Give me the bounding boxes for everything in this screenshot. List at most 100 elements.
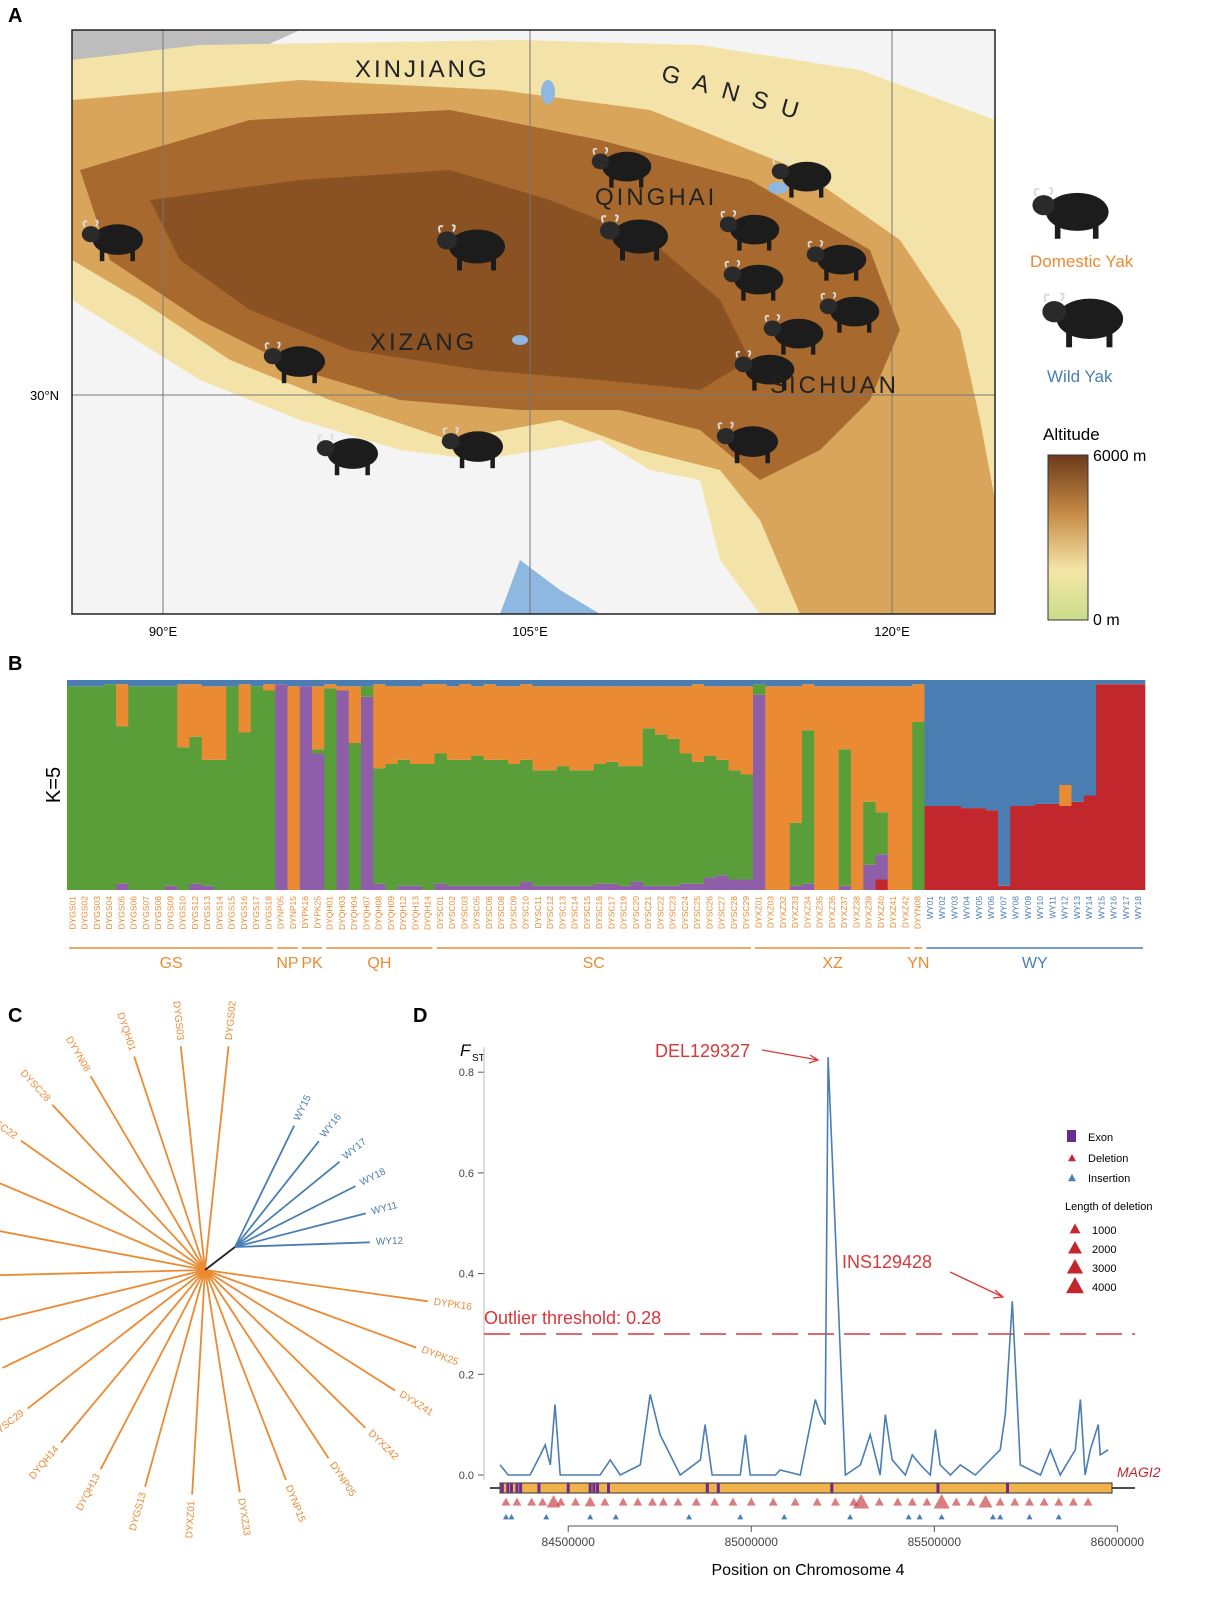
bar-segment [876, 880, 889, 891]
deletion [648, 1498, 657, 1506]
annotation-arrow [762, 1050, 818, 1063]
x-tick-label: DYSC29 [741, 896, 751, 929]
bar-segment [435, 684, 448, 753]
bar-segment [741, 680, 754, 686]
bar-segment [765, 686, 778, 890]
bar-segment [863, 680, 876, 686]
size-label: 1000 [1092, 1225, 1116, 1237]
bar-segment [116, 884, 129, 890]
bar-segment [373, 684, 386, 768]
bar-segment [104, 680, 117, 684]
bar-segment [153, 680, 166, 686]
deletion [875, 1498, 884, 1506]
bar-segment [1108, 684, 1121, 890]
x-tick-label: DYGS08 [153, 896, 163, 930]
bar-segment [716, 680, 729, 686]
insertion [1026, 1514, 1032, 1519]
bar-segment [520, 882, 533, 890]
bar-segment [814, 680, 827, 686]
x-tick-label: DYSC21 [643, 896, 653, 929]
gene-body [500, 1483, 1112, 1493]
x-tick-label: DYGS17 [251, 896, 261, 930]
bar-segment [937, 806, 950, 890]
x-tick-label: DYNP05 [276, 896, 286, 929]
deletion [934, 1494, 950, 1509]
insertion [939, 1514, 945, 1519]
x-tick-label: DYSC06 [484, 896, 494, 929]
x-tick-label: WY18 [1133, 896, 1143, 919]
x-tick-label: WY12 [1060, 896, 1070, 919]
bar-segment [1059, 806, 1072, 890]
deletion [692, 1498, 701, 1506]
x-tick-label: DYSC28 [729, 896, 739, 929]
bar-segment [692, 762, 705, 884]
bar-segment [533, 680, 546, 686]
bar-segment [582, 680, 595, 686]
x-tick-label: DYQH09 [386, 896, 396, 930]
bar-segment [900, 686, 913, 890]
bar-segment [925, 806, 938, 890]
legend-label: Deletion [1088, 1153, 1128, 1165]
x-tick-label: DYSC08 [496, 896, 506, 929]
bar-segment [226, 686, 239, 890]
bar-segment [827, 686, 840, 890]
bar-segment [631, 766, 644, 882]
bar-segment [655, 680, 668, 686]
bar-segment [631, 686, 644, 766]
bar-segment [361, 686, 374, 697]
figure: A XINJIANG GANSU QINGHAI XIZANG SICHUAN … [0, 0, 1215, 1608]
bar-segment [275, 680, 288, 684]
deletion [556, 1498, 565, 1506]
legend-key [1068, 1174, 1076, 1181]
bar-segment [263, 680, 276, 684]
panel-label: B [8, 653, 22, 675]
deletion [512, 1498, 521, 1506]
y-tick-label: 0.0 [459, 1470, 474, 1482]
bar-segment [667, 886, 680, 890]
threshold-label: Outlier threshold: 0.28 [484, 1308, 661, 1328]
bar-segment [67, 680, 80, 686]
bar-segment [741, 880, 754, 891]
exon [596, 1483, 599, 1493]
deletion [710, 1498, 719, 1506]
y-tick-label: 0.6 [459, 1168, 474, 1180]
x-tick-label: DYSC05 [472, 896, 482, 929]
x-tick-label: 84500000 [542, 1535, 596, 1549]
bar-segment [1133, 684, 1146, 890]
bar-segment [1059, 785, 1072, 806]
bar-segment [606, 680, 619, 686]
deletion [747, 1498, 756, 1506]
bar-segment [569, 770, 582, 886]
x-tick-label: DYQH04 [349, 896, 359, 930]
leaf-label: DYXZ33 [235, 1497, 252, 1536]
deletion [996, 1498, 1005, 1506]
tree-branch [2, 1270, 205, 1368]
deletion [893, 1498, 902, 1506]
bar-segment [165, 886, 178, 890]
bar-segment [949, 806, 962, 890]
y-tick-label: 0.8 [459, 1067, 474, 1079]
tree-branch [61, 1270, 205, 1443]
bar-segment [569, 886, 582, 890]
insertion [847, 1514, 853, 1519]
legend-title: Altitude [1043, 425, 1100, 444]
bar-segment [643, 728, 656, 886]
bar-segment [177, 680, 190, 684]
x-tick-label: DYPK25 [312, 896, 322, 929]
bar-segment [729, 686, 742, 770]
bar-segment [827, 680, 840, 686]
bar-segment [606, 884, 619, 890]
bar-segment [92, 680, 105, 686]
fst-line [500, 1057, 1108, 1475]
bar-segment [275, 684, 288, 890]
bar-segment [508, 686, 521, 764]
bar-segment [961, 680, 974, 808]
bar-segment [618, 680, 631, 686]
bar-segment [998, 886, 1011, 890]
leaf-label: DYQH13 [75, 1472, 104, 1513]
exon [936, 1483, 939, 1493]
exon [510, 1483, 513, 1493]
x-tick-label: DYQH03 [337, 896, 347, 930]
x-tick-label: DYXZ38 [851, 896, 861, 928]
